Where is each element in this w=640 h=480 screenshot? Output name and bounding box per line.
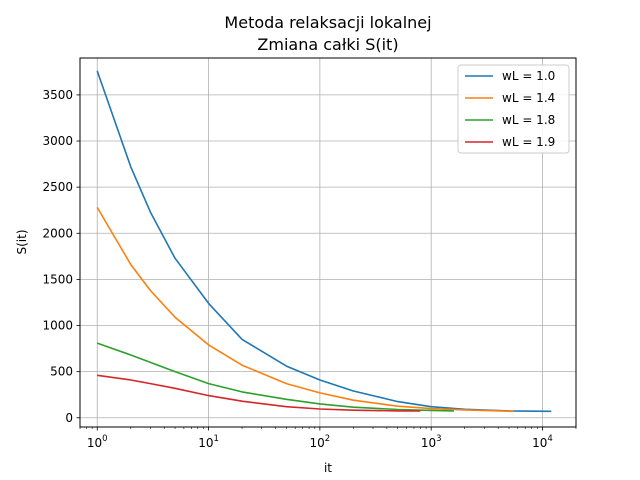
series-line-2 [96, 206, 514, 413]
legend-entry-label: wL = 1.9 [502, 135, 555, 149]
x-tick-label: 103 [421, 434, 442, 450]
x-tick-label: 101 [198, 434, 219, 450]
chart-title-line-1: Metoda relaksacji lokalnej [224, 13, 431, 32]
chart-title-line-2: Zmiana całki S(it) [257, 35, 398, 54]
legend-entry-label: wL = 1.0 [502, 69, 555, 83]
y-axis-ticks: 0 500 1000 1500 2000 2500 3000 3500 [42, 88, 80, 425]
y-tick-label: 3000 [42, 134, 73, 148]
y-tick-label: 0 [65, 411, 73, 425]
y-tick-label: 1000 [42, 319, 73, 333]
series-line-3 [96, 342, 454, 412]
x-axis-label: it [324, 461, 332, 475]
y-axis-label: S(it) [15, 229, 29, 254]
legend: wL = 1.0 wL = 1.4 wL = 1.8 wL = 1.9 [457, 64, 570, 154]
x-tick-label: 104 [532, 434, 553, 450]
y-tick-label: 500 [50, 365, 73, 379]
legend-box [457, 64, 570, 154]
y-tick-label: 2500 [42, 180, 73, 194]
series-line-4 [97, 374, 421, 412]
y-tick-label: 1500 [42, 272, 73, 286]
y-tick-label: 2000 [42, 226, 73, 240]
x-axis-ticks: 100 101 102 103 104 [79, 427, 577, 450]
x-tick-label: 100 [87, 434, 108, 450]
legend-entry-label: wL = 1.4 [502, 91, 555, 105]
x-tick-label: 102 [310, 434, 331, 450]
plot-frame [79, 57, 577, 428]
legend-entry-label: wL = 1.8 [502, 113, 555, 127]
y-tick-label: 3500 [42, 88, 73, 102]
series-line-1 [96, 70, 552, 413]
series-lines [96, 70, 552, 413]
